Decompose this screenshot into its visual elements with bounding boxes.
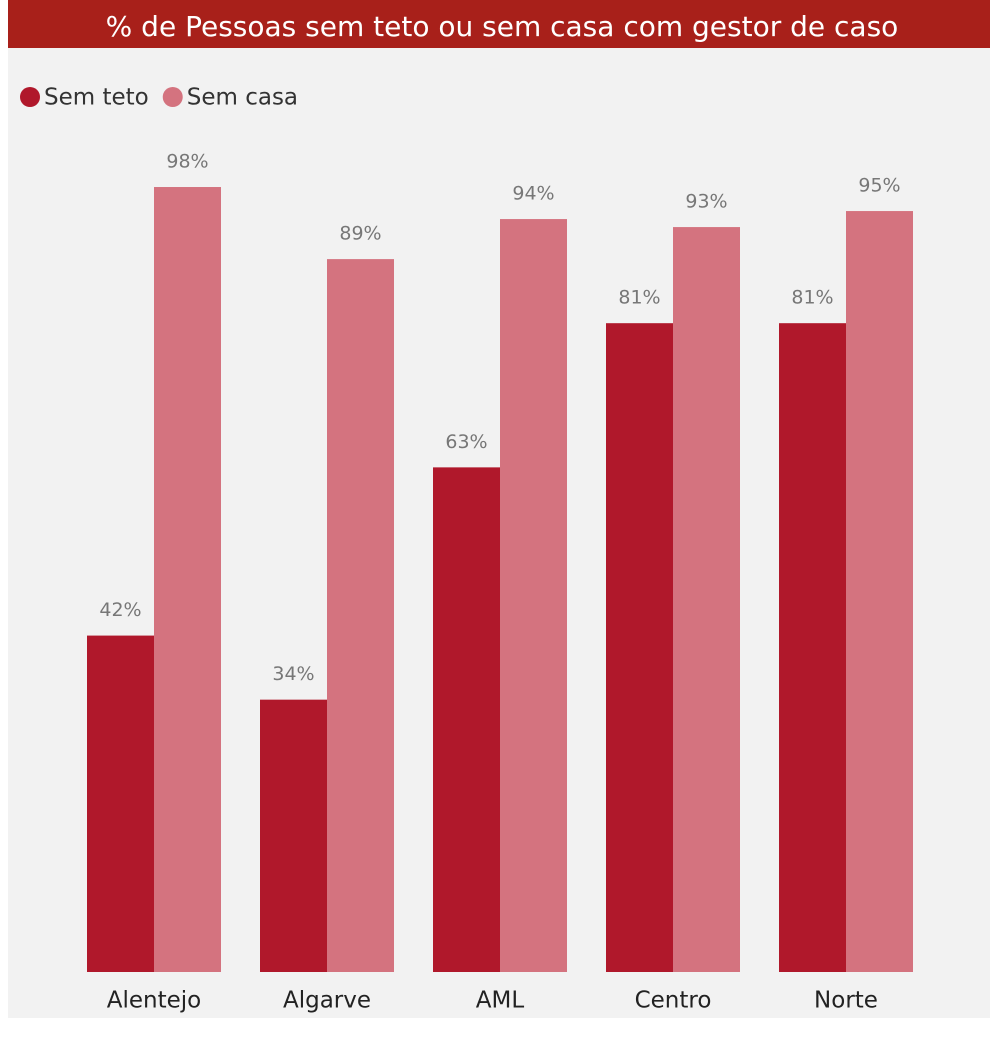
data-label: 63%: [445, 431, 487, 453]
x-tick-label: Algarve: [283, 988, 371, 1014]
bar: [673, 227, 740, 972]
x-tick-label: Alentejo: [107, 988, 201, 1014]
bar: [87, 635, 154, 972]
x-tick-label: Norte: [814, 988, 878, 1014]
title-bar: [8, 0, 990, 48]
bar: [154, 187, 221, 972]
bar: [433, 467, 500, 972]
chart-title: % de Pessoas sem teto ou sem casa com ge…: [106, 10, 899, 43]
data-label: 94%: [512, 183, 554, 205]
x-tick-label: AML: [476, 988, 525, 1014]
legend-marker: [20, 87, 40, 107]
legend-label: Sem casa: [187, 85, 298, 111]
data-label: 89%: [339, 223, 381, 245]
bar: [846, 211, 913, 973]
bar: [327, 259, 394, 972]
legend-label: Sem teto: [44, 85, 149, 111]
legend-marker: [162, 87, 183, 107]
data-label: 95%: [858, 175, 900, 197]
bar: [779, 323, 846, 972]
data-label: 42%: [99, 599, 141, 621]
data-label: 81%: [791, 287, 833, 309]
data-label: 81%: [618, 287, 660, 309]
bar: [260, 699, 327, 972]
data-label: 93%: [685, 191, 727, 213]
bar: [606, 323, 673, 972]
data-label: 98%: [166, 151, 208, 173]
x-tick-label: Centro: [635, 988, 712, 1014]
bar: [500, 219, 567, 972]
data-label: 34%: [272, 663, 314, 685]
